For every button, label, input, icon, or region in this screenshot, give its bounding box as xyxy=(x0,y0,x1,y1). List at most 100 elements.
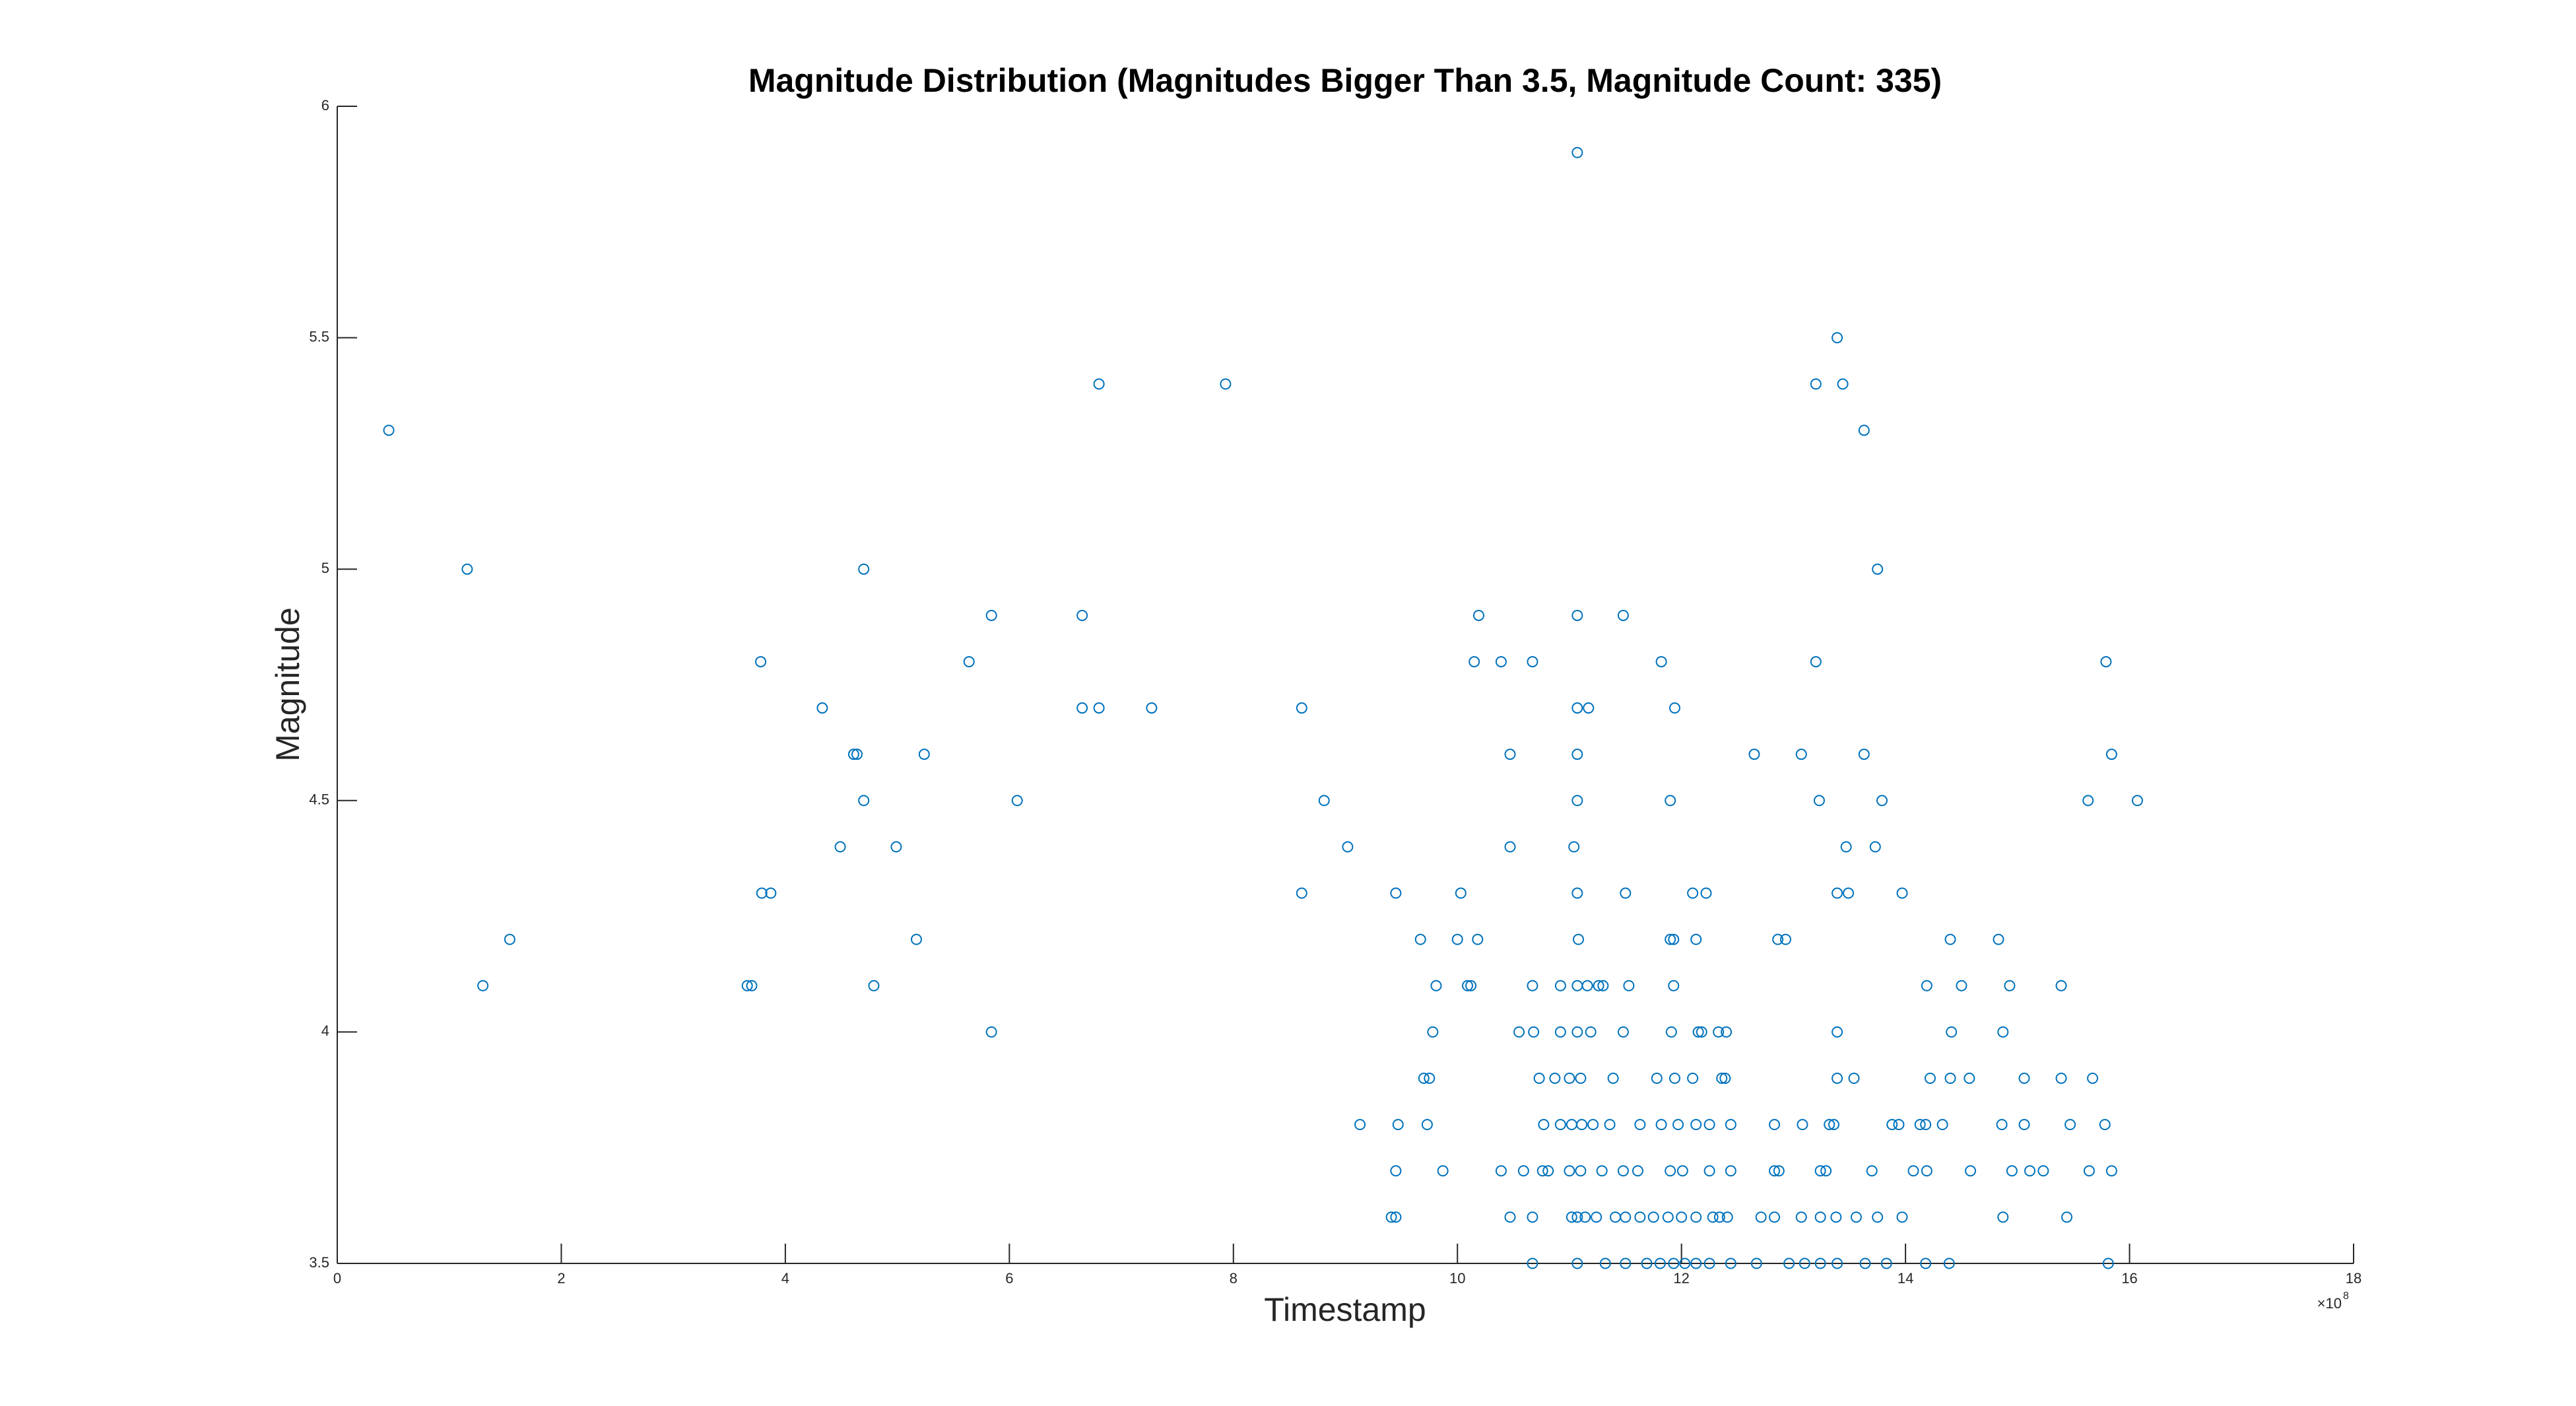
point xyxy=(1859,1257,1871,1269)
point xyxy=(1527,1211,1538,1223)
point xyxy=(1093,378,1105,390)
point xyxy=(1585,1026,1597,1038)
point xyxy=(2105,749,2117,760)
point xyxy=(1832,1026,1843,1038)
point xyxy=(1571,702,1583,714)
point xyxy=(1814,1165,1826,1177)
point xyxy=(1725,1165,1736,1177)
point xyxy=(1146,702,1158,714)
point xyxy=(963,655,975,667)
point xyxy=(1571,609,1583,621)
point xyxy=(1690,1257,1702,1269)
point xyxy=(1665,1165,1676,1177)
point xyxy=(1797,1119,1808,1131)
point xyxy=(1944,1073,1956,1085)
point xyxy=(461,563,473,575)
point xyxy=(1824,1119,1835,1131)
point xyxy=(1996,1119,2008,1131)
point xyxy=(1921,980,1932,991)
x-tick-label: 14 xyxy=(1898,1270,1913,1287)
point xyxy=(756,887,768,899)
point xyxy=(1587,1119,1599,1131)
point xyxy=(1655,1119,1667,1131)
point xyxy=(1620,887,1632,899)
point xyxy=(1716,1073,1728,1085)
point xyxy=(1769,1119,1781,1131)
point xyxy=(1707,1211,1719,1223)
point xyxy=(1820,1165,1832,1177)
point xyxy=(1676,1165,1688,1177)
point xyxy=(1421,1119,1433,1131)
point xyxy=(1750,1257,1762,1269)
point xyxy=(2037,1165,2049,1177)
point xyxy=(1869,841,1881,853)
point xyxy=(816,702,828,714)
point xyxy=(847,749,859,760)
point xyxy=(1725,1119,1736,1131)
point xyxy=(1665,795,1676,807)
point xyxy=(1850,1211,1862,1223)
point xyxy=(1504,841,1516,853)
point xyxy=(2105,1165,2117,1177)
point xyxy=(1617,1026,1629,1038)
point xyxy=(1469,655,1480,667)
point xyxy=(1795,1211,1807,1223)
point xyxy=(1430,980,1442,991)
point xyxy=(1703,1165,1715,1177)
point xyxy=(1583,702,1595,714)
point xyxy=(1936,1119,1948,1131)
point xyxy=(1848,1073,1860,1085)
point xyxy=(1769,1211,1781,1223)
point xyxy=(890,841,902,853)
point xyxy=(1713,1211,1725,1223)
x-tick-label: 8 xyxy=(1230,1270,1238,1287)
point xyxy=(1655,655,1667,667)
point xyxy=(2082,795,2094,807)
point xyxy=(1924,1073,1936,1085)
point xyxy=(1769,1165,1781,1177)
point xyxy=(1921,1165,1932,1177)
point xyxy=(1832,332,1843,344)
point xyxy=(1533,1073,1545,1085)
point xyxy=(1385,1211,1397,1223)
point xyxy=(1810,378,1822,390)
point xyxy=(1566,1211,1577,1223)
point xyxy=(1554,1026,1566,1038)
point xyxy=(504,933,515,945)
point xyxy=(1893,1119,1905,1131)
point xyxy=(985,609,997,621)
point xyxy=(1414,933,1426,945)
point xyxy=(1692,1026,1704,1038)
point xyxy=(1318,795,1330,807)
point xyxy=(741,980,753,991)
point xyxy=(1220,378,1232,390)
point xyxy=(1571,887,1583,899)
point xyxy=(1830,1211,1842,1223)
point xyxy=(2004,980,2016,991)
point xyxy=(1620,1211,1632,1223)
x-tick-label: 12 xyxy=(1673,1270,1689,1287)
point xyxy=(1964,1073,1975,1085)
point xyxy=(1571,749,1583,760)
x-tick-label: 4 xyxy=(781,1270,789,1287)
point xyxy=(1427,1026,1439,1038)
point xyxy=(1795,749,1807,760)
point xyxy=(755,655,767,667)
point xyxy=(1946,1026,1958,1038)
point xyxy=(2061,1211,2073,1223)
point xyxy=(2055,980,2067,991)
point xyxy=(1581,980,1593,991)
point xyxy=(2018,1073,2030,1085)
point xyxy=(1504,749,1516,760)
point xyxy=(1571,1257,1583,1269)
point xyxy=(1896,1211,1908,1223)
point xyxy=(1549,1073,1561,1085)
point xyxy=(1571,147,1583,158)
point xyxy=(1828,1119,1839,1131)
point xyxy=(1093,702,1105,714)
y-tick-label: 3.5 xyxy=(309,1254,329,1271)
point xyxy=(1591,1211,1602,1223)
point xyxy=(1451,933,1463,945)
x-tick-label: 0 xyxy=(333,1270,341,1287)
